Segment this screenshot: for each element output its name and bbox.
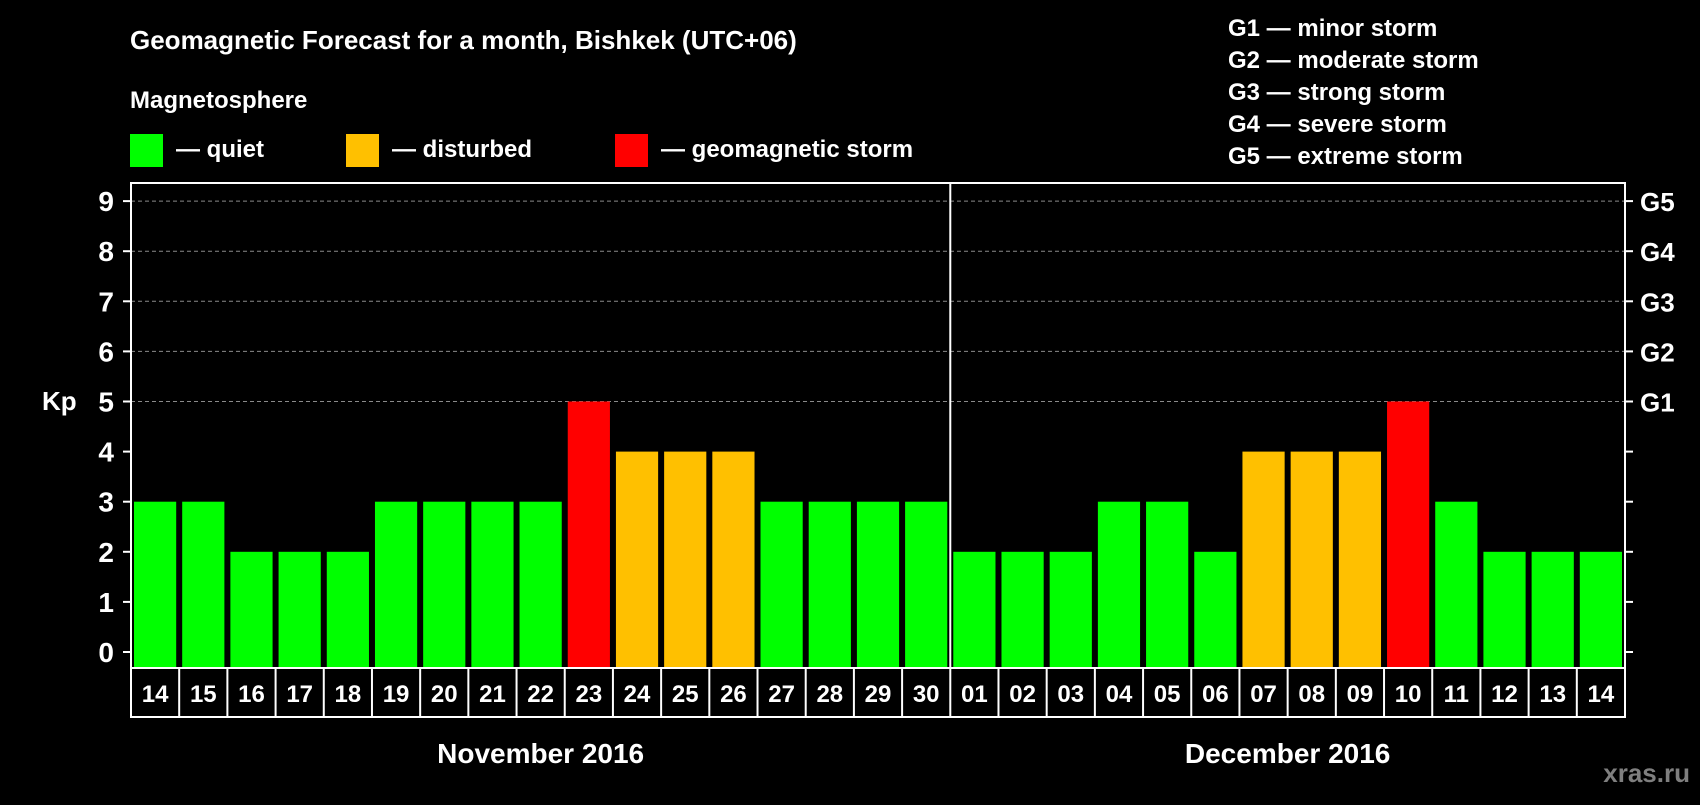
bar-december-06 [1194,551,1237,668]
y-tick-label: 5 [98,387,114,418]
bar-november-14 [134,501,177,668]
date-row [130,667,1626,718]
date-label: 03 [1057,681,1084,708]
bar-december-13 [1531,551,1574,668]
bar-december-08 [1290,451,1333,668]
legend-swatch [615,134,648,167]
date-label: 13 [1539,681,1566,708]
bar-november-22 [519,501,562,668]
date-label: 19 [383,681,410,708]
date-label: 06 [1202,681,1229,708]
bar-november-18 [326,551,369,668]
bar-december-07 [1242,451,1285,668]
right-tick-label: G1 [1640,388,1675,418]
legend-label: — disturbed [392,136,532,163]
y-tick-label: 0 [98,637,114,668]
storm-scale-legend: G1 — minor storm G2 — moderate storm G3 — … [1228,15,1479,170]
legend-swatch [346,134,379,167]
date-label: 22 [527,681,554,708]
date-label: 28 [816,681,843,708]
chart-title: Geomagnetic Forecast for a month, Bishke… [130,25,797,55]
bar-december-03 [1049,551,1092,668]
y-tick-label: 3 [98,487,114,518]
date-label: 04 [1106,681,1133,708]
y-tick-label: 9 [98,186,114,217]
y-axis-label: Kp [42,386,77,416]
bar-november-30 [905,501,948,668]
date-label: 14 [1588,681,1615,708]
date-label: 15 [190,681,217,708]
legend: — quiet — disturbed — geomagnetic storm [130,134,913,167]
date-label: 07 [1250,681,1277,708]
bar-december-04 [1097,501,1141,668]
date-label: 02 [1009,681,1036,708]
legend-label: — geomagnetic storm [661,136,913,163]
date-label: 25 [672,681,699,708]
date-label: 17 [286,681,313,708]
storm-scale-item: G2 — moderate storm [1228,47,1479,74]
bar-november-27 [760,501,803,668]
bar-november-25 [664,451,707,668]
storm-scale-item: G5 — extreme storm [1228,143,1463,170]
bar-december-14 [1579,551,1622,668]
bar-december-05 [1146,501,1189,668]
bar-december-09 [1338,451,1382,668]
storm-scale-item: G3 — strong storm [1228,79,1445,106]
bar-november-19 [374,501,418,668]
date-label: 16 [238,681,265,708]
date-label: 12 [1491,681,1518,708]
date-label: 23 [575,681,602,708]
bar-december-12 [1483,551,1526,668]
date-label: 14 [142,681,169,708]
date-label: 08 [1298,681,1325,708]
bar-december-10 [1387,401,1430,668]
bar-november-17 [278,551,321,668]
bar-november-20 [423,501,466,668]
date-label: 26 [720,681,747,708]
y-tick-label: 2 [98,537,114,568]
date-label: 24 [624,681,651,708]
month-label: December 2016 [1185,738,1390,769]
bar-november-24 [615,451,659,668]
date-label: 18 [335,681,362,708]
right-tick-label: G3 [1640,287,1675,317]
bar-december-02 [1001,551,1044,668]
date-label: 05 [1154,681,1181,708]
date-label: 20 [431,681,458,708]
right-tick-label: G4 [1640,237,1675,267]
date-label: 10 [1395,681,1422,708]
bar-november-29 [856,501,900,668]
y-tick-label: 6 [98,336,114,367]
y-tick-label: 7 [98,286,114,317]
right-tick-label: G2 [1640,337,1675,367]
legend-swatch [130,134,163,167]
storm-scale-item: G1 — minor storm [1228,15,1437,42]
bar-november-26 [712,451,755,668]
date-label: 09 [1347,681,1374,708]
bar-december-11 [1435,501,1478,668]
watermark: xras.ru [1603,758,1690,788]
date-label: 30 [913,681,940,708]
bar-november-28 [808,501,851,668]
y-tick-label: 4 [98,437,114,468]
bar-november-15 [182,501,225,668]
date-label: 27 [768,681,795,708]
bar-december-01 [953,551,996,668]
bar-november-21 [471,501,514,668]
date-label: 11 [1444,681,1469,708]
legend-label: — quiet [176,136,264,163]
y-tick-label: 1 [98,587,114,618]
storm-scale-item: G4 — severe storm [1228,111,1447,138]
legend-title: Magnetosphere [130,87,307,114]
bar-november-16 [230,551,273,668]
right-tick-label: G5 [1640,187,1675,217]
date-label: 29 [865,681,892,708]
bar-november-23 [567,401,610,668]
date-label: 01 [961,681,988,708]
y-tick-label: 8 [98,236,114,267]
month-label: November 2016 [437,738,644,769]
date-label: 21 [479,681,506,708]
